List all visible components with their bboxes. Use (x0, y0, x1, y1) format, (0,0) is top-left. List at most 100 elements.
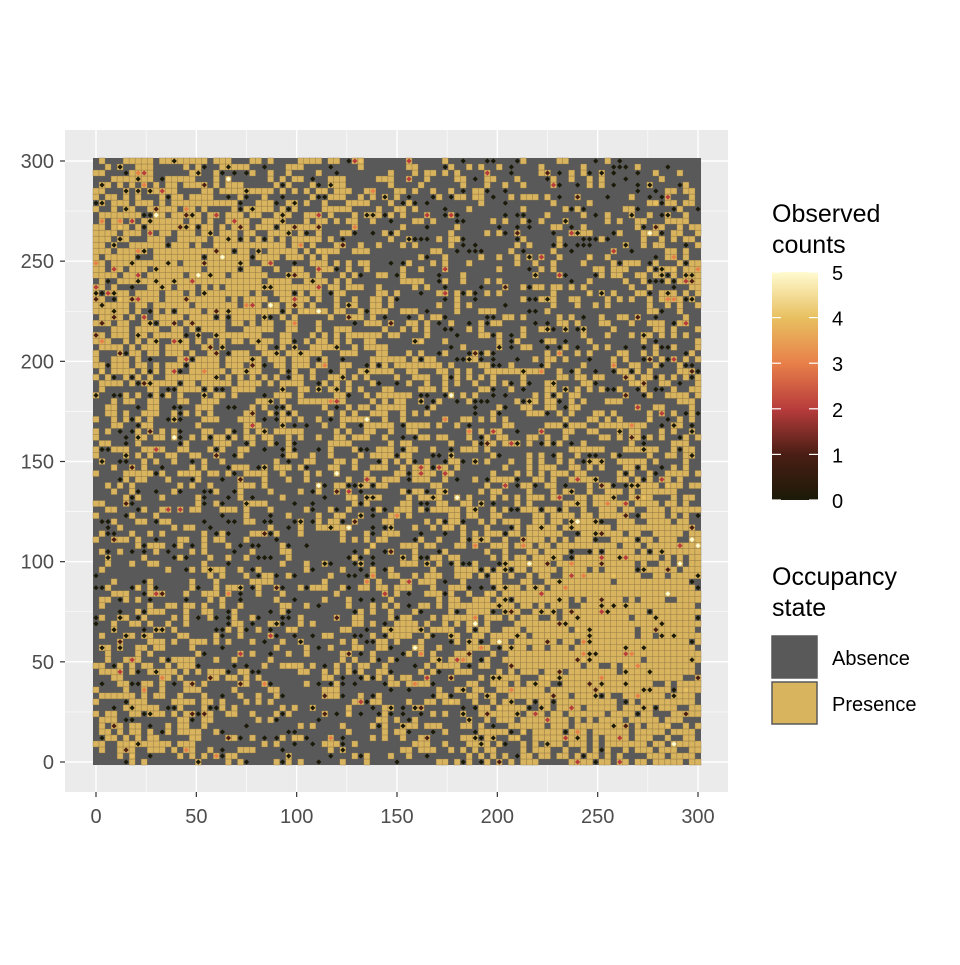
presence-tile (599, 236, 605, 242)
presence-tile (677, 549, 683, 555)
presence-tile (623, 729, 629, 735)
presence-tile (334, 513, 340, 519)
presence-tile (502, 495, 508, 501)
presence-tile (280, 603, 286, 609)
presence-tile (388, 753, 394, 759)
presence-tile (538, 471, 544, 477)
presence-tile (454, 194, 460, 200)
presence-tile (243, 699, 249, 705)
presence-tile (551, 567, 557, 573)
presence-tile (629, 669, 635, 675)
presence-tile (472, 392, 478, 398)
presence-tile (376, 242, 382, 248)
presence-tile (370, 368, 376, 374)
presence-tile (147, 422, 153, 428)
presence-tile (581, 627, 587, 633)
presence-tile (448, 603, 454, 609)
presence-tile (647, 483, 653, 489)
presence-tile (647, 308, 653, 314)
presence-tile (466, 669, 472, 675)
presence-tile (557, 711, 563, 717)
presence-tile (352, 272, 358, 278)
presence-tile (472, 693, 478, 699)
presence-tile (262, 194, 268, 200)
presence-tile (532, 693, 538, 699)
presence-tile (544, 669, 550, 675)
presence-tile (105, 717, 111, 723)
presence-tile (195, 651, 201, 657)
presence-tile (195, 158, 201, 164)
presence-tile (334, 248, 340, 254)
presence-tile (557, 555, 563, 561)
presence-tile (123, 477, 129, 483)
presence-tile (490, 573, 496, 579)
presence-tile (262, 434, 268, 440)
presence-tile (298, 621, 304, 627)
presence-tile (334, 693, 340, 699)
presence-tile (466, 645, 472, 651)
presence-tile (424, 495, 430, 501)
presence-tile (382, 290, 388, 296)
presence-tile (532, 645, 538, 651)
presence-tile (653, 567, 659, 573)
presence-tile (262, 296, 268, 302)
presence-tile (466, 398, 472, 404)
presence-tile (352, 537, 358, 543)
presence-tile (280, 314, 286, 320)
presence-tile (165, 290, 171, 296)
presence-tile (448, 230, 454, 236)
presence-tile (99, 723, 105, 729)
presence-tile (641, 693, 647, 699)
presence-tile (484, 603, 490, 609)
presence-tile (201, 296, 207, 302)
presence-tile (532, 591, 538, 597)
presence-tile (237, 495, 243, 501)
presence-tile (346, 495, 352, 501)
presence-tile (623, 350, 629, 356)
presence-tile (683, 633, 689, 639)
presence-tile (177, 296, 183, 302)
presence-tile (243, 519, 249, 525)
presence-tile (623, 446, 629, 452)
presence-tile (256, 206, 262, 212)
presence-tile (448, 747, 454, 753)
presence-tile (400, 362, 406, 368)
presence-tile (538, 729, 544, 735)
presence-tile (689, 404, 695, 410)
presence-tile (376, 465, 382, 471)
presence-tile (599, 729, 605, 735)
presence-tile (623, 621, 629, 627)
presence-tile (611, 537, 617, 543)
presence-tile (412, 170, 418, 176)
presence-tile (256, 290, 262, 296)
presence-tile (551, 513, 557, 519)
presence-tile (617, 573, 623, 579)
presence-tile (551, 717, 557, 723)
presence-tile (514, 627, 520, 633)
presence-tile (454, 555, 460, 561)
presence-tile (243, 206, 249, 212)
presence-tile (653, 693, 659, 699)
presence-tile (490, 711, 496, 717)
presence-tile (268, 254, 274, 260)
presence-tile (213, 260, 219, 266)
presence-tile (629, 428, 635, 434)
presence-tile (117, 266, 123, 272)
presence-tile (370, 398, 376, 404)
presence-tile (256, 368, 262, 374)
presence-tile (382, 531, 388, 537)
presence-tile (358, 663, 364, 669)
presence-tile (575, 296, 581, 302)
presence-tile (581, 615, 587, 621)
presence-tile (147, 561, 153, 567)
presence-tile (551, 603, 557, 609)
presence-tile (376, 350, 382, 356)
presence-tile (436, 573, 442, 579)
presence-tile (593, 645, 599, 651)
presence-tile (520, 206, 526, 212)
presence-tile (575, 753, 581, 759)
presence-tile (237, 290, 243, 296)
presence-tile (532, 723, 538, 729)
presence-tile (424, 621, 430, 627)
presence-tile (430, 404, 436, 410)
